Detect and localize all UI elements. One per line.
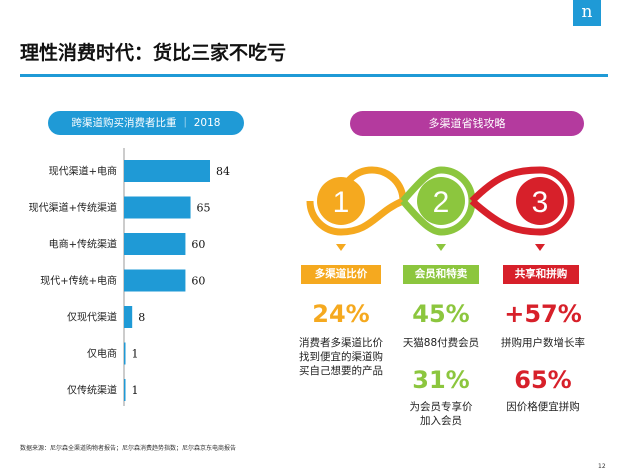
step-2-number: 2	[433, 186, 450, 219]
step-3-number: 3	[532, 186, 549, 219]
step-2-desc-secondary: 为会员专享价 加入会员	[391, 400, 491, 428]
step-1-desc-line: 买自己想要的产品	[299, 365, 383, 377]
bar	[124, 233, 186, 255]
step-1-desc: 消费者多渠道比价 找到便宜的渠道购 买自己想要的产品	[286, 336, 396, 378]
strategy-title-pill: 多渠道省钱攻略	[350, 111, 584, 136]
category-label: 电商+传统渠道	[49, 238, 117, 251]
step-2-label: 会员和特卖	[403, 265, 479, 284]
bar	[124, 342, 126, 365]
step-3-stat-secondary: 65%	[514, 366, 572, 394]
category-label: 现代渠道+传统渠道	[29, 201, 117, 214]
value-label: 60	[191, 275, 205, 288]
value-label: 65	[197, 202, 211, 215]
category-label: 现代渠道+电商	[49, 165, 117, 178]
step-3-circle	[516, 177, 564, 225]
bar	[124, 269, 186, 292]
value-label: 1	[132, 384, 139, 397]
step-2-desc: 天猫88付费会员	[402, 337, 480, 349]
bar	[124, 160, 210, 182]
logo-letter: n	[581, 2, 593, 22]
strategy-loops: 1 2 3	[306, 166, 575, 236]
step-2-circle	[417, 177, 465, 225]
step-1-number: 1	[333, 186, 350, 219]
bar	[124, 196, 191, 219]
value-label: 84	[216, 165, 230, 178]
step-3-label: 共享和拼购	[503, 265, 579, 284]
step-3-arrow	[535, 244, 545, 251]
step-1-desc-line: 找到便宜的渠道购	[299, 351, 383, 363]
step-2-stat: 45%	[412, 300, 470, 328]
value-label: 8	[138, 311, 145, 324]
category-label: 仅现代渠道	[67, 311, 117, 324]
page-title: 理性消费时代：货比三家不吃亏	[20, 42, 287, 64]
page-number: 12	[598, 463, 606, 470]
step-1-label: 多渠道比价	[301, 265, 381, 284]
chart-title-pill: 跨渠道购买消费者比重 ｜ 2018	[48, 111, 244, 135]
brand-logo: n	[573, 0, 601, 26]
step-2-desc-line: 加入会员	[420, 415, 462, 427]
step-3-desc-secondary: 因价格便宜拼购	[506, 401, 580, 413]
title-rule	[20, 74, 608, 77]
step-2-desc-line: 为会员专享价	[409, 401, 473, 413]
step-2-arrow	[436, 244, 446, 251]
bar-chart: 现代渠道+电商 84 现代渠道+传统渠道 65 电商+传统渠道 60 现代+传统+电商 60 仅…	[29, 148, 230, 406]
step-1-desc-line: 消费者多渠道比价	[299, 337, 383, 349]
data-source-note: 数据来源：尼尔森全渠道购物者报告；尼尔森消费趋势指数；尼尔森京东电商报告	[20, 445, 237, 452]
step-1-circle	[317, 177, 365, 225]
step-3-desc: 拼购用户数增长率	[501, 337, 585, 349]
step-2-stat-secondary: 31%	[412, 366, 470, 394]
value-label: 60	[191, 238, 205, 251]
bar	[124, 379, 126, 401]
step-1-arrow	[336, 244, 346, 251]
bar	[124, 306, 133, 328]
loop-ribbon-orange-lower	[306, 197, 405, 236]
step-1-stat: 24%	[312, 300, 370, 328]
category-label: 现代+传统+电商	[40, 274, 117, 287]
category-label: 仅电商	[87, 347, 117, 360]
loop-ribbon-red	[469, 166, 575, 236]
category-label: 仅传统渠道	[67, 384, 117, 397]
step-3-stat: +57%	[504, 300, 582, 328]
value-label: 1	[132, 348, 139, 361]
